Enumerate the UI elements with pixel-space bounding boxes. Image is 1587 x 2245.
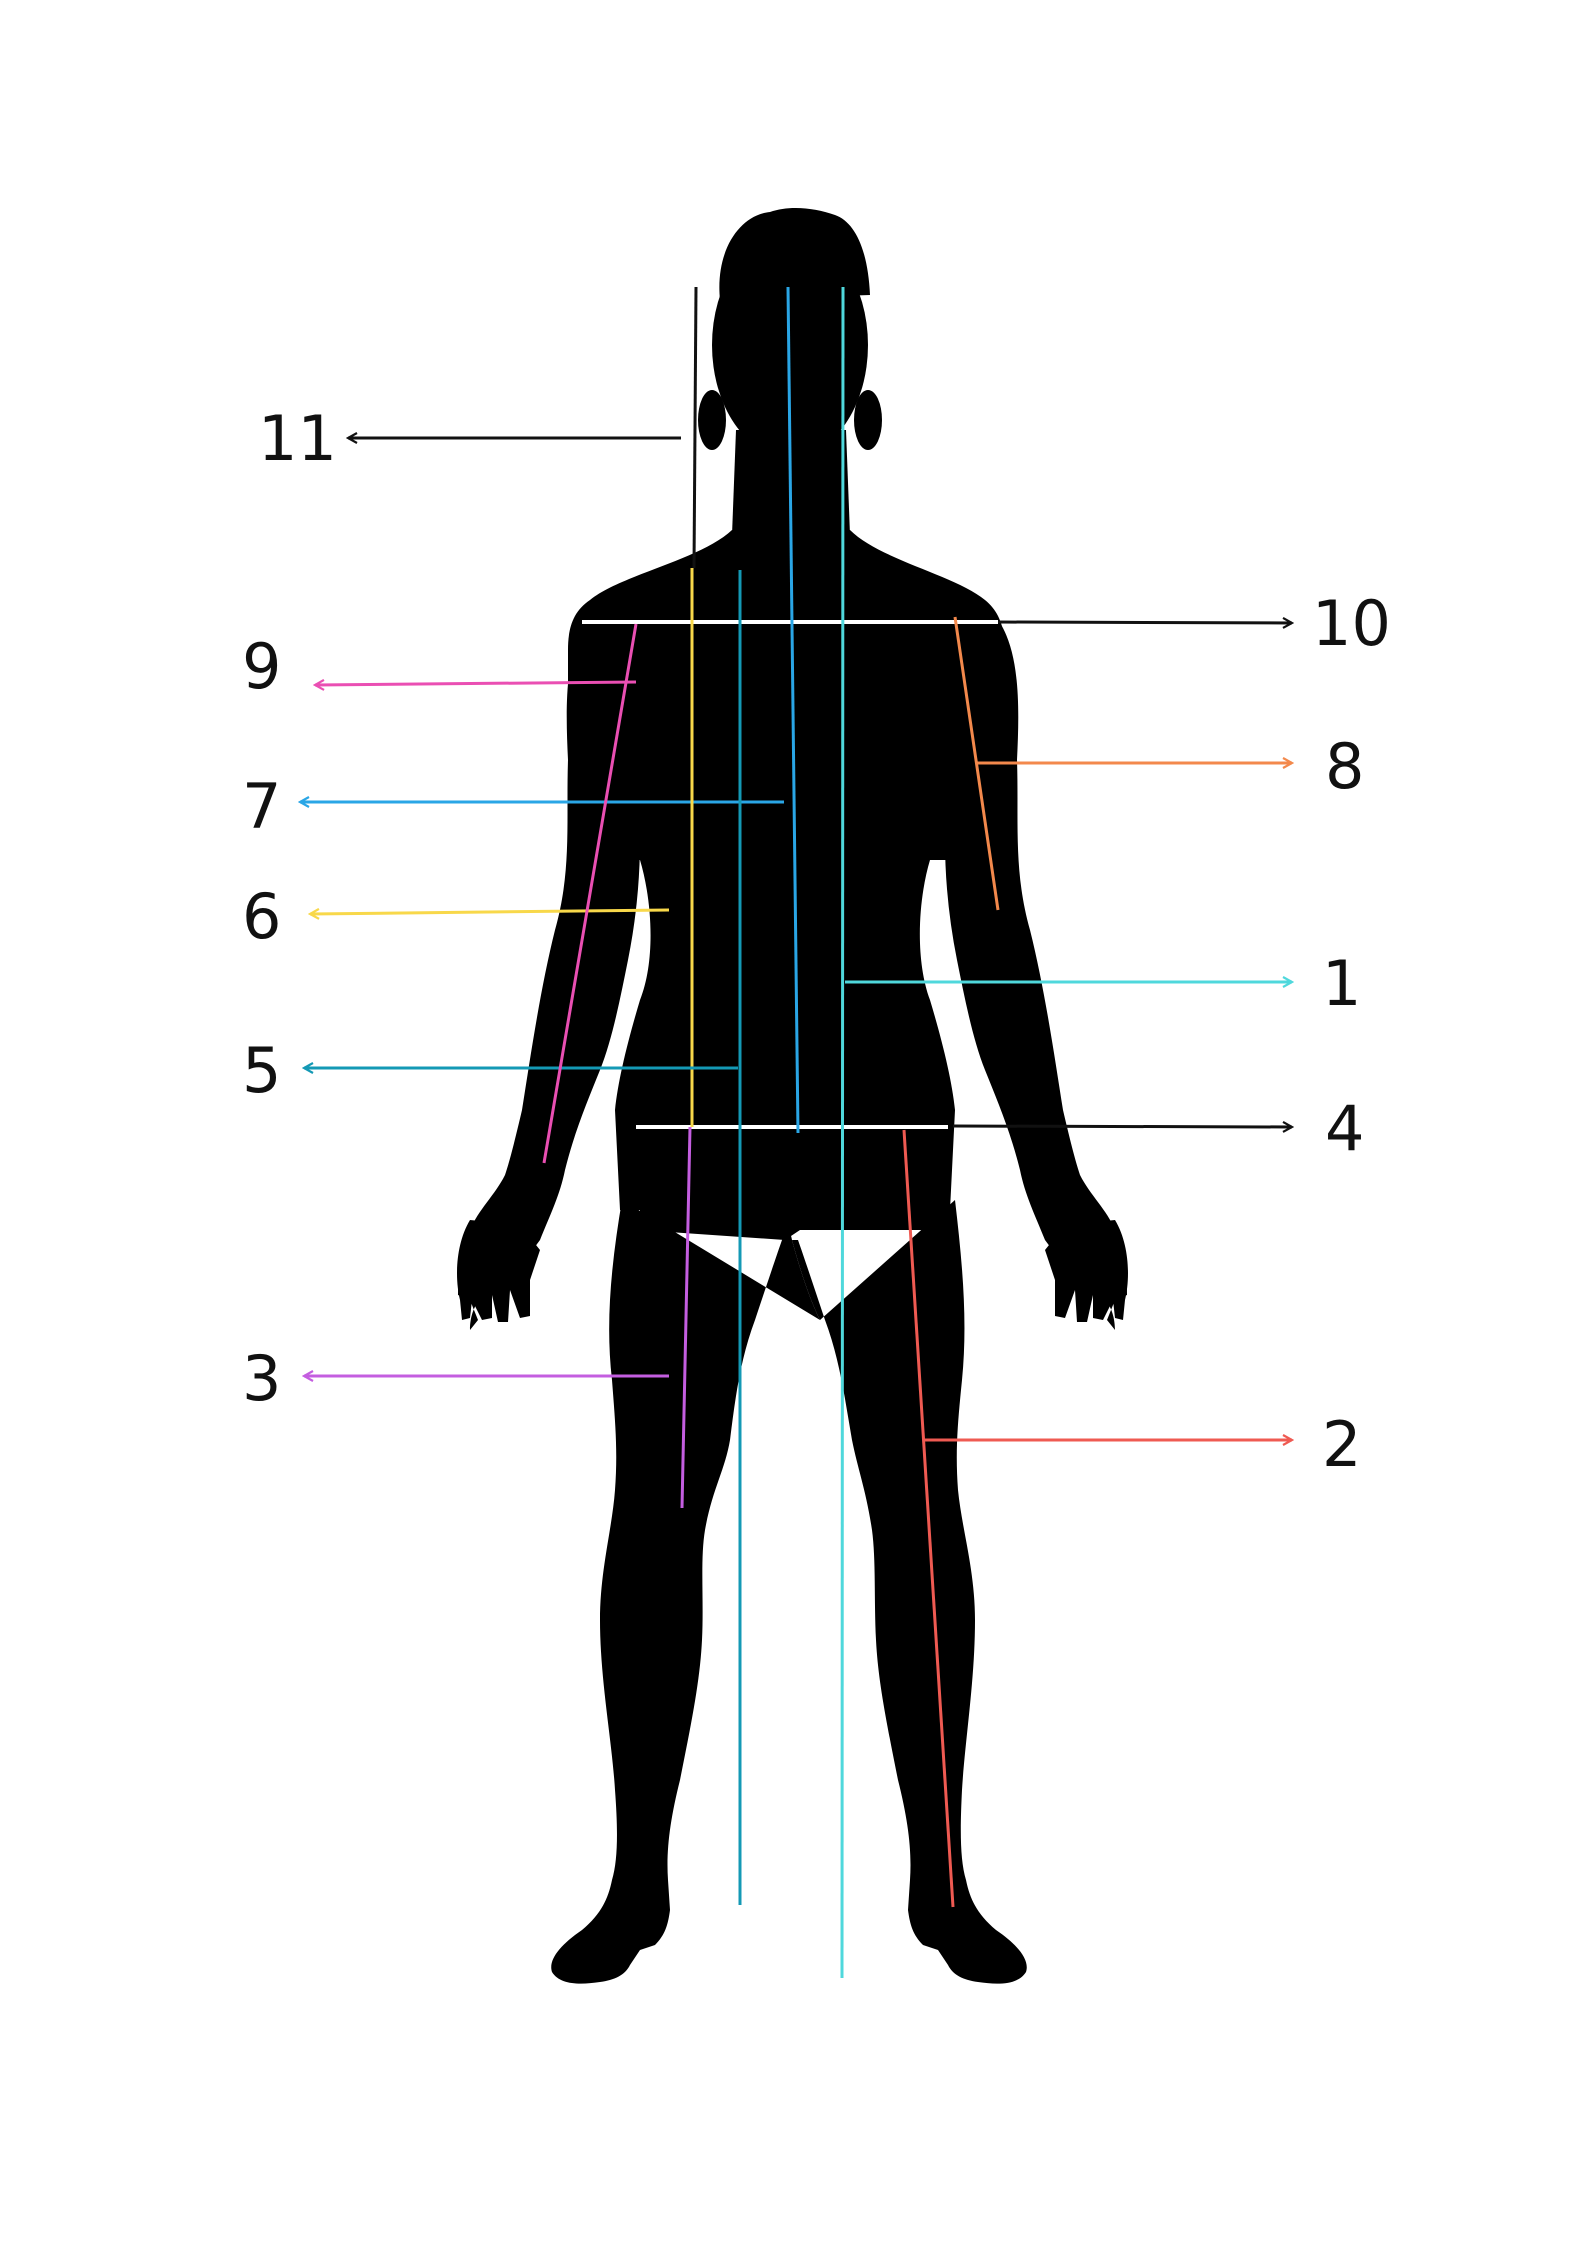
line-1-vertical [840,286,845,1979]
right-hand [1045,1220,1128,1322]
label-4: 4 [1325,1092,1364,1165]
line-3-vertical [680,1126,692,1509]
arrow-9 [315,682,637,685]
line-2-leg [902,1129,955,1908]
label-7: 7 [242,770,281,843]
arrow-4 [952,1126,1292,1127]
measurement-labels: 11 9 7 6 5 3 10 8 1 4 2 [242,402,1391,1481]
right-ear [854,390,882,450]
right-leg [792,1200,1027,1984]
arrow-6 [310,910,670,914]
label-11: 11 [258,402,337,475]
measurement-lines [300,286,1292,1979]
line-7-vertical [786,286,800,1134]
label-5: 5 [242,1034,281,1107]
label-1: 1 [1322,947,1361,1020]
left-arm [458,610,640,1330]
hair [719,208,870,300]
left-hand [457,1220,540,1322]
line-9-arm [542,623,638,1164]
body-silhouette [457,208,1128,1984]
label-8: 8 [1325,730,1364,803]
pelvis [640,1190,945,1240]
label-9: 9 [242,630,281,703]
line-11-vertical [692,286,698,569]
left-ear [698,390,726,450]
label-6: 6 [242,880,281,953]
right-arm [945,610,1127,1330]
label-2: 2 [1322,1408,1361,1481]
label-3: 3 [242,1342,281,1415]
arrow-10 [997,622,1292,623]
label-10: 10 [1312,587,1391,660]
torso [568,530,1005,1210]
left-leg [551,1200,820,1984]
